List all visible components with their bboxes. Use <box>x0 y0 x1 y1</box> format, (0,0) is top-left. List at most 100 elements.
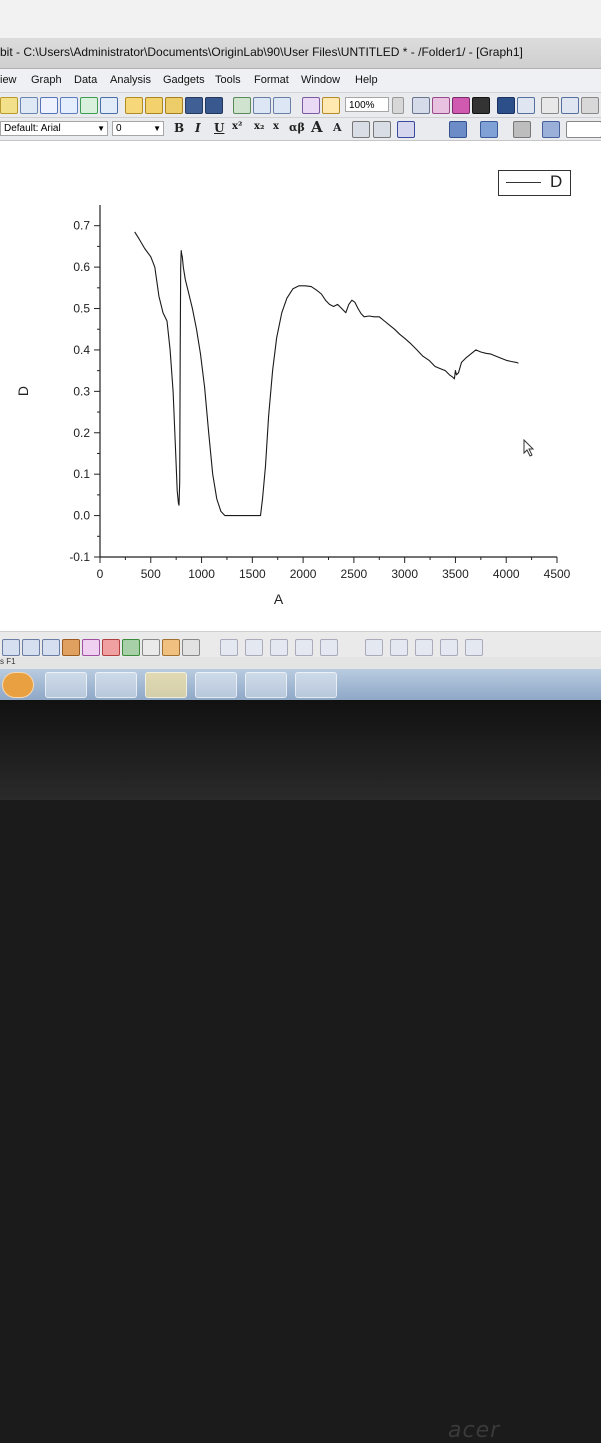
legend-box[interactable]: D <box>498 170 571 196</box>
increase-font-button[interactable]: A <box>311 118 323 136</box>
menu-help[interactable]: Help <box>355 74 378 86</box>
chevron-down-icon: ▼ <box>97 124 105 133</box>
line-symbol-plot-icon[interactable] <box>42 639 60 656</box>
y-tick-label: 0.7 <box>73 219 90 233</box>
italic-button[interactable]: I <box>195 121 201 135</box>
greek-button[interactable]: αβ <box>289 121 305 134</box>
font-combo[interactable]: Default: Arial ▼ <box>0 121 108 136</box>
extract-layer-icon[interactable] <box>440 639 458 656</box>
taskbar-origin-icon[interactable] <box>295 672 337 698</box>
pen-icon[interactable] <box>542 121 560 138</box>
template-library-icon[interactable] <box>182 639 200 656</box>
print-icon[interactable] <box>412 97 430 114</box>
pie-chart-icon[interactable] <box>162 639 180 656</box>
open-template-icon[interactable] <box>145 97 163 114</box>
recalculate-icon[interactable] <box>302 97 320 114</box>
script-window-icon[interactable] <box>497 97 515 114</box>
origin-window: bit - C:\Users\Administrator\Documents\O… <box>0 0 601 700</box>
bold-button[interactable]: B <box>174 121 185 135</box>
zoom-dropdown-icon[interactable] <box>392 97 404 114</box>
taskbar-folder-icon[interactable] <box>145 672 187 698</box>
save-template-icon[interactable] <box>205 97 223 114</box>
open-excel-icon[interactable] <box>165 97 183 114</box>
new-worksheet-icon[interactable] <box>20 97 38 114</box>
taskbar <box>0 669 601 700</box>
scatter-plot-icon[interactable] <box>22 639 40 656</box>
monitor-bezel: acer <box>0 700 601 1443</box>
y-tick-label: 0.0 <box>73 509 90 523</box>
align-left-icon[interactable] <box>352 121 370 138</box>
filmstrip-icon[interactable] <box>472 97 490 114</box>
2d-graphs-toolbar <box>0 631 601 658</box>
project-explorer-icon[interactable] <box>541 97 559 114</box>
area-plot-icon[interactable] <box>102 639 120 656</box>
menu-tools[interactable]: Tools <box>215 74 241 86</box>
left-script-icon[interactable] <box>373 121 391 138</box>
line-color-icon[interactable] <box>513 121 531 138</box>
new-function-icon[interactable] <box>80 97 98 114</box>
fill-color-icon[interactable] <box>449 121 467 138</box>
results-log-icon[interactable] <box>517 97 535 114</box>
code-builder-icon[interactable] <box>581 97 599 114</box>
menu-window[interactable]: Window <box>301 74 341 86</box>
legend-label: D <box>550 172 563 191</box>
arrange-layers-icon[interactable] <box>365 639 383 656</box>
x-tick-label: 1000 <box>188 567 215 581</box>
menu-analysis[interactable]: Analysis <box>110 74 151 86</box>
polar-plot-icon[interactable] <box>142 639 160 656</box>
font-color-icon[interactable] <box>397 121 415 138</box>
column-plot-icon[interactable] <box>62 639 80 656</box>
pattern-icon[interactable] <box>480 121 498 138</box>
zoom-combo[interactable]: 100% <box>345 97 389 112</box>
supersubscript-button[interactable]: x <box>273 121 279 132</box>
menu-view[interactable]: iew <box>0 74 17 86</box>
taskbar-app2-icon[interactable] <box>245 672 287 698</box>
legend-line-swatch <box>506 182 541 183</box>
taskbar-ie-icon[interactable] <box>45 672 87 698</box>
y-tick-label: 0.4 <box>73 343 90 357</box>
start-button-icon[interactable] <box>2 672 34 698</box>
refresh-icon[interactable] <box>432 97 450 114</box>
duplicate-icon[interactable] <box>452 97 470 114</box>
font-size-value: 0 <box>116 123 122 134</box>
new-layout-icon[interactable] <box>100 97 118 114</box>
menu-graph[interactable]: Graph <box>31 74 62 86</box>
subscript-button[interactable]: x₂ <box>254 121 265 132</box>
import-ascii-icon[interactable] <box>233 97 251 114</box>
3d-wire-icon[interactable] <box>295 639 313 656</box>
menu-data[interactable]: Data <box>74 74 98 86</box>
command-window-icon[interactable] <box>561 97 579 114</box>
save-icon[interactable] <box>185 97 203 114</box>
line-plot-icon[interactable] <box>2 639 20 656</box>
open-icon[interactable] <box>125 97 143 114</box>
3d-scatter-icon[interactable] <box>245 639 263 656</box>
statistics-plot-icon[interactable] <box>82 639 100 656</box>
taskbar-app-icon[interactable] <box>195 672 237 698</box>
taskbar-explorer-icon[interactable] <box>95 672 137 698</box>
3d-bar-icon[interactable] <box>270 639 288 656</box>
merge-graphs-icon[interactable] <box>390 639 408 656</box>
graph-canvas[interactable]: 0 500 1000 1500 2000 2500 3000 3500 4000 4500 -0.1… <box>0 141 601 631</box>
new-project-icon[interactable] <box>0 97 18 114</box>
import-multiple-icon[interactable] <box>253 97 271 114</box>
line-width-combo[interactable] <box>566 121 601 138</box>
y-tick-label: 0.5 <box>73 302 90 316</box>
menu-gadgets[interactable]: Gadgets <box>163 74 205 86</box>
underline-button[interactable]: U <box>214 121 225 135</box>
decrease-font-button[interactable]: A <box>333 121 342 134</box>
add-layer-icon[interactable] <box>415 639 433 656</box>
y-tick-label: 0.1 <box>73 467 90 481</box>
chart-svg: 0 500 1000 1500 2000 2500 3000 3500 4000 4500 -0.1… <box>15 205 571 607</box>
superscript-button[interactable]: x² <box>232 121 243 132</box>
run-icon[interactable] <box>322 97 340 114</box>
3d-surface-icon[interactable] <box>220 639 238 656</box>
contour-plot-icon[interactable] <box>122 639 140 656</box>
x-tick-label: 1500 <box>239 567 266 581</box>
3d-ribbon-icon[interactable] <box>320 639 338 656</box>
import-wizard-icon[interactable] <box>273 97 291 114</box>
font-size-combo[interactable]: 0 ▼ <box>112 121 164 136</box>
new-graph-icon[interactable] <box>40 97 58 114</box>
new-matrix-icon[interactable] <box>60 97 78 114</box>
menu-format[interactable]: Format <box>254 74 289 86</box>
layer-management-icon[interactable] <box>465 639 483 656</box>
